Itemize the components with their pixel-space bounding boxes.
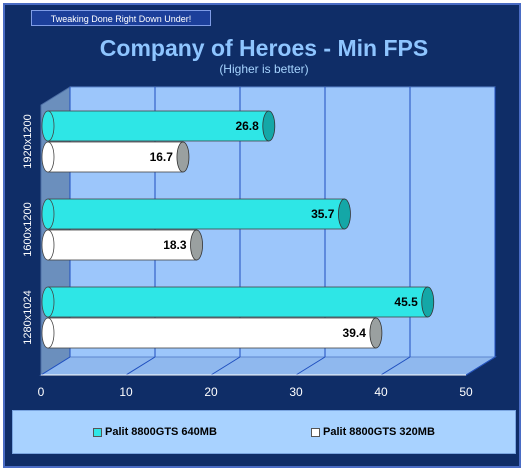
bar-end-cap [176,141,190,173]
x-tick-label: 0 [38,385,45,399]
x-tick-label: 50 [459,385,473,399]
bar-left-cap [41,317,55,349]
bar [47,198,345,230]
bar [47,229,197,261]
bar-left-cap [41,110,55,142]
bar-end-cap [190,229,203,261]
plot-floor [39,356,497,376]
category-label: 1280x1024 [22,290,34,344]
gridline-floor [295,356,326,376]
gridline-floor [380,356,411,376]
gridline-floor [40,356,71,376]
x-tick-label: 10 [119,385,133,399]
bar [47,286,429,318]
category-label: 1600x1200 [22,202,34,256]
legend-swatch-series-1 [93,427,102,437]
x-tick-label: 40 [374,385,388,399]
legend-label-series-2: Palit 8800GTS 320MB [323,426,435,438]
gridline-floor [125,356,156,376]
bar [47,141,184,173]
chart-subtitle: (Higher is better) [219,62,309,76]
data-label: 35.7 [311,207,335,221]
bar-end-cap [338,198,351,230]
data-label: 18.3 [163,238,187,252]
data-label: 16.7 [150,150,174,164]
gridline-floor [465,356,496,376]
bar-left-cap [41,141,55,173]
bar-left-cap [41,286,55,318]
legend-item-series-1: Palit 8800GTS 640MB [93,426,217,438]
bar-end-cap [369,317,383,349]
bar-end-cap [262,110,276,142]
bar-end-cap [421,286,435,318]
legend-item-series-2: Palit 8800GTS 320MB [311,426,435,438]
gridline-floor [210,356,241,376]
bar [47,317,377,349]
legend: Palit 8800GTS 640MB Palit 8800GTS 320MB [12,410,516,454]
legend-label-series-1: Palit 8800GTS 640MB [105,426,217,438]
data-label: 39.4 [343,326,367,340]
data-label: 26.8 [235,119,259,133]
data-label: 45.5 [394,295,418,309]
bar [47,110,270,142]
banner: Tweaking Done Right Down Under! [31,10,211,26]
legend-swatch-series-2 [311,427,320,437]
bar-left-cap [41,229,55,261]
x-tick-label: 30 [289,385,303,399]
chart-title: Company of Heroes - Min FPS [99,35,429,61]
x-tick-label: 20 [204,385,218,399]
category-label: 1920x1200 [22,114,34,168]
bar-left-cap [41,198,55,230]
